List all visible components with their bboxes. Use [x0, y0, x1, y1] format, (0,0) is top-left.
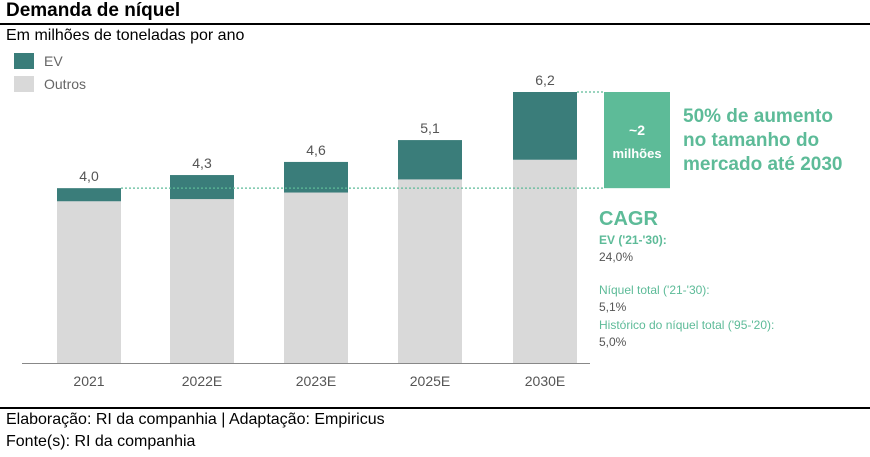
footer-credit: Elaboração: RI da companhia | Adaptação:… — [6, 411, 385, 428]
legend-item-outros: Outros — [14, 76, 86, 92]
x-tick-label-2022E: 2022E — [182, 373, 222, 389]
top-divider — [0, 23, 870, 25]
bar-outros-2021 — [57, 201, 121, 363]
annotation-text-line-3: mercado até 2030 — [683, 154, 843, 175]
cagr-label-1: EV ('21-'30): — [599, 233, 667, 247]
legend-item-ev: EV — [14, 53, 63, 69]
cagr-heading: CAGR — [599, 208, 658, 230]
total-label-2023E: 4,6 — [306, 142, 326, 158]
bar-ev-2022E — [170, 175, 234, 200]
x-tick-label-2030E: 2030E — [525, 373, 565, 389]
chart-subtitle: Em milhões de toneladas por ano — [6, 27, 245, 44]
bar-ev-2025E — [398, 140, 462, 180]
cagr-value-3: 5,0% — [599, 335, 627, 349]
cagr-value-1: 24,0% — [599, 250, 633, 264]
bottom-divider — [0, 407, 870, 409]
bar-outros-2023E — [284, 192, 348, 363]
legend-label-ev: EV — [44, 53, 63, 69]
bar-ev-2030E — [513, 92, 577, 160]
chart-title: Demanda de níquel — [6, 0, 181, 21]
total-label-2030E: 6,2 — [535, 72, 555, 88]
annotation-box — [604, 92, 670, 189]
cagr-label-2: Níquel total ('21-'30): — [599, 283, 710, 297]
legend-label-outros: Outros — [44, 76, 87, 92]
total-label-2021: 4,0 — [79, 168, 99, 184]
bar-ev-2023E — [284, 161, 348, 193]
x-tick-label-2023E: 2023E — [296, 373, 336, 389]
total-label-2025E: 5,1 — [420, 120, 440, 136]
cagr-value-2: 5,1% — [599, 300, 627, 314]
bar-outros-2030E — [513, 159, 577, 363]
bar-outros-2022E — [170, 199, 234, 363]
bar-outros-2025E — [398, 179, 462, 363]
legend-swatch-ev — [14, 53, 34, 69]
legend-swatch-outros — [14, 76, 34, 92]
bar-ev-2021 — [57, 188, 121, 202]
x-tick-label-2021: 2021 — [73, 373, 104, 389]
annotation-text-line-2: no tamanho do — [683, 130, 819, 151]
annotation-text-line-1: 50% de aumento — [683, 106, 833, 127]
total-label-2022E: 4,3 — [192, 155, 212, 171]
annotation-box-line1: ~2 — [629, 122, 645, 138]
annotation-box-line2: milhões — [612, 146, 661, 161]
cagr-label-3: Histórico do níquel total ('95-'20): — [599, 318, 774, 332]
x-tick-label-2025E: 2025E — [410, 373, 450, 389]
footer-source: Fonte(s): RI da companhia — [6, 433, 196, 450]
